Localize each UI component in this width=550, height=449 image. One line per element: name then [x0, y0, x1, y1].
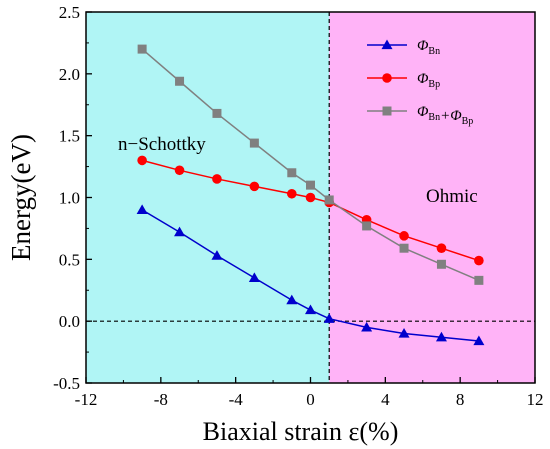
data-point-phi-sum: [306, 180, 315, 190]
region-label-schottky: n−Schottky: [118, 134, 206, 155]
data-point-phi-bn: [286, 294, 298, 305]
x-axis-title: Biaxial strain ε(%): [203, 417, 399, 446]
data-point-phi-bp: [399, 231, 409, 241]
x-tick-label: 4: [381, 390, 390, 409]
legend-label-phi-sum: ΦBn+ΦBp: [417, 104, 473, 127]
legend-marker-phi-bn: [381, 39, 393, 50]
y-tick-label: 2.5: [59, 3, 80, 22]
data-point-phi-sum: [175, 76, 185, 86]
data-point-phi-sum: [399, 243, 409, 253]
data-point-phi-sum: [249, 138, 259, 148]
y-tick-label: 0.5: [59, 250, 80, 269]
data-point-phi-bn: [248, 272, 260, 283]
data-point-phi-sum: [287, 168, 297, 178]
data-point-phi-bn: [473, 335, 485, 346]
legend-marker-phi-bp: [382, 73, 392, 83]
y-tick-label: 2.0: [59, 65, 80, 84]
data-point-phi-bn: [211, 250, 223, 260]
data-point-phi-bn: [323, 313, 335, 323]
region-label-ohmic: Ohmic: [426, 186, 478, 207]
data-point-phi-bn: [174, 226, 186, 237]
data-point-phi-bp: [174, 165, 185, 176]
y-tick-label: 0.0: [59, 312, 80, 331]
legend-label-phi-bp: ΦBp: [417, 71, 440, 90]
data-point-phi-sum: [436, 259, 446, 269]
x-tick-label: -4: [229, 390, 244, 409]
data-point-phi-sum: [137, 44, 147, 54]
data-point-phi-bp: [474, 255, 484, 266]
data-point-phi-bn: [398, 328, 410, 338]
y-tick-label: 1.5: [59, 127, 80, 146]
data-point-phi-bn: [136, 204, 148, 214]
data-point-phi-sum: [474, 275, 484, 285]
x-tick-label: 12: [527, 390, 544, 409]
data-point-phi-bp: [436, 243, 447, 254]
x-tick-label: -8: [154, 390, 168, 409]
x-tick-label: -12: [75, 390, 98, 409]
legend-marker-phi-sum: [382, 106, 392, 116]
x-tick-label: 8: [456, 390, 465, 409]
data-point-phi-sum: [324, 195, 334, 205]
data-point-phi-bp: [286, 188, 297, 199]
data-point-phi-bn: [305, 304, 316, 315]
data-point-phi-bp: [212, 174, 222, 184]
data-point-phi-bp: [249, 181, 260, 192]
data-point-phi-bp: [137, 155, 147, 166]
y-axis-title: Energy(eV): [6, 134, 36, 261]
data-point-phi-sum: [362, 221, 372, 231]
data-point-phi-bn: [435, 331, 447, 342]
data-point-phi-bn: [361, 321, 373, 332]
y-tick-label: -0.5: [53, 374, 80, 393]
data-point-phi-bp: [305, 192, 316, 203]
legend-label-phi-bn: ΦBn: [417, 38, 440, 57]
y-tick-label: 1.0: [59, 189, 80, 208]
x-tick-label: 0: [306, 390, 315, 409]
data-point-phi-sum: [212, 108, 222, 118]
